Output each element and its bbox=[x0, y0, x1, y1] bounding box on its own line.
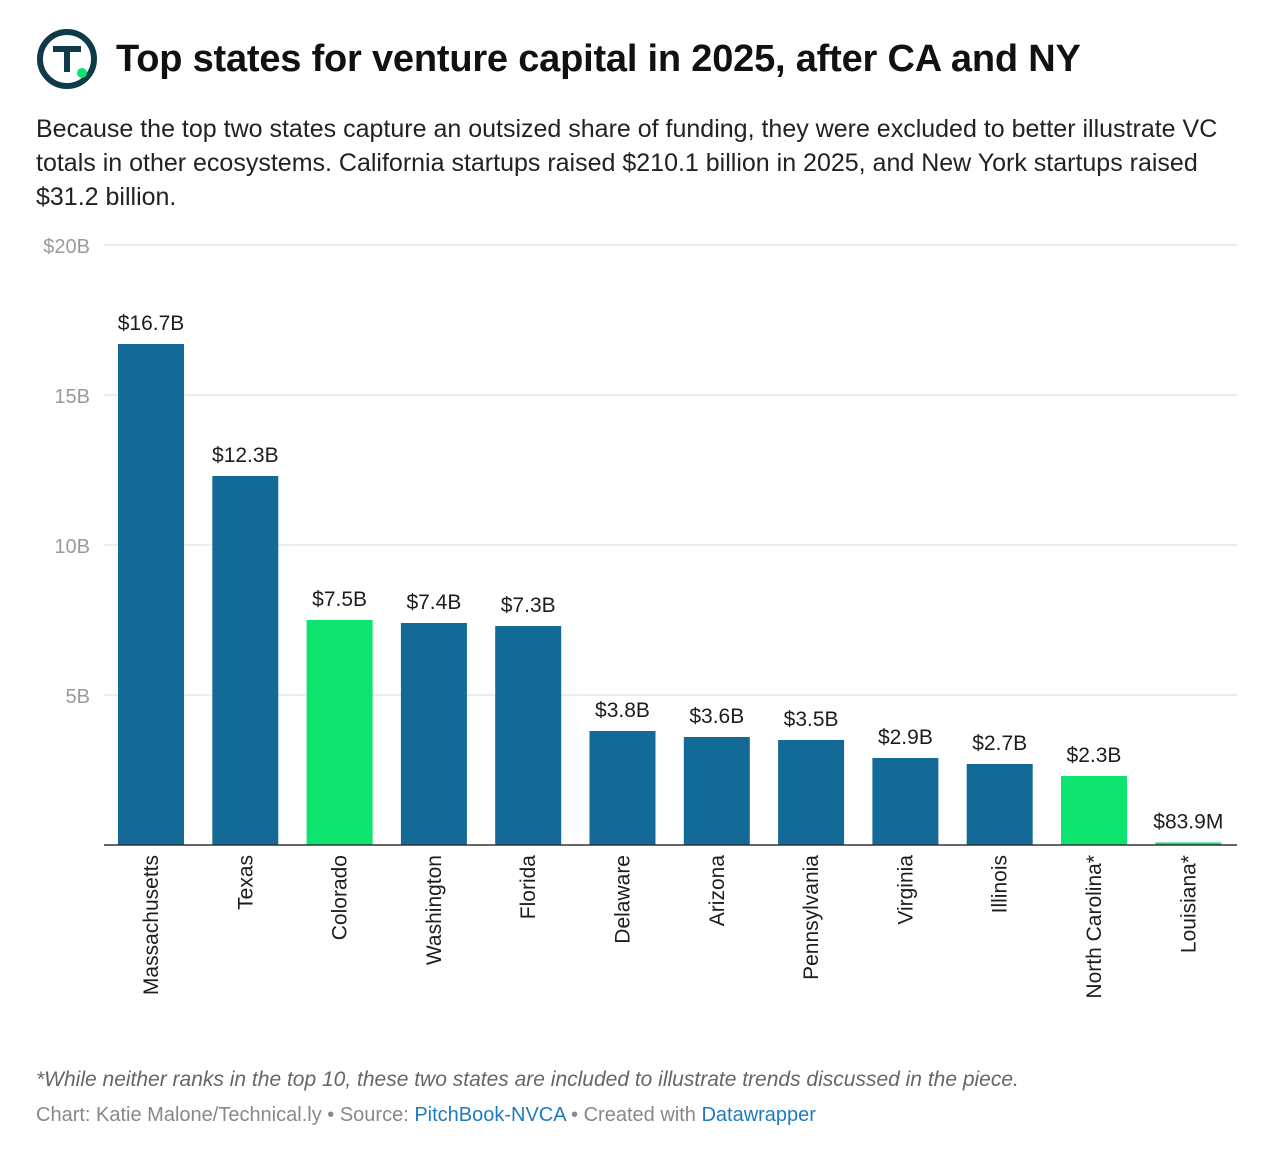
bar-texas bbox=[212, 476, 279, 845]
bar-value-label: $2.9B bbox=[878, 726, 933, 749]
data-labels: $16.7B $12.3B $7.5B $7.4B $7.3B $3.8B $3.6B $3.… bbox=[118, 312, 1224, 833]
bars bbox=[118, 344, 1222, 845]
datawrapper-link[interactable]: Datawrapper bbox=[701, 1104, 816, 1126]
separator: • bbox=[321, 1104, 340, 1126]
chart-header: Top states for venture capital in 2025, … bbox=[36, 28, 1081, 90]
x-tick-label: Arizona bbox=[706, 855, 729, 927]
bar-virginia bbox=[872, 758, 939, 845]
y-tick-label: 15B bbox=[54, 386, 90, 408]
separator: • bbox=[565, 1104, 584, 1126]
bar-value-label: $3.5B bbox=[784, 708, 839, 731]
x-tick-label: Massachusetts bbox=[140, 855, 163, 995]
bar-value-label: $83.9M bbox=[1153, 810, 1223, 833]
gridlines bbox=[104, 244, 1237, 696]
bar-massachusetts bbox=[118, 344, 184, 845]
bar-washington bbox=[400, 623, 467, 845]
chart-description: Because the top two states capture an ou… bbox=[36, 115, 1218, 211]
x-tick-label: North Carolina* bbox=[1083, 855, 1106, 999]
chart-credit: Chart: Katie Malone/Technical.ly bbox=[36, 1104, 322, 1126]
bar-illinois bbox=[966, 764, 1033, 845]
chart-title: Top states for venture capital in 2025, … bbox=[116, 37, 1081, 80]
x-tick-label: Colorado bbox=[329, 855, 352, 940]
bar-north-carolina bbox=[1061, 776, 1127, 845]
bar-pennsylvania bbox=[778, 740, 845, 845]
bar-value-label: $2.7B bbox=[972, 732, 1027, 755]
bar-value-label: $2.3B bbox=[1067, 744, 1122, 767]
bar-value-label: $3.6B bbox=[689, 705, 744, 728]
technically-logo-icon bbox=[37, 29, 97, 89]
bar-louisiana bbox=[1155, 842, 1222, 845]
bar-value-label: $16.7B bbox=[118, 312, 185, 335]
bar-value-label: $7.3B bbox=[501, 594, 556, 617]
x-tick-label: Louisiana* bbox=[1177, 855, 1200, 953]
y-tick-label: $20B bbox=[43, 236, 90, 258]
bar-chart: $20B 15B 10B 5B $16.7B $12.3B $7.5B $7.4B $7.3B… bbox=[43, 236, 1237, 999]
source-prefix: Source: bbox=[339, 1104, 415, 1126]
created-prefix: Created with bbox=[583, 1104, 702, 1126]
y-axis-ticks: $20B 15B 10B 5B bbox=[43, 236, 90, 708]
source-link[interactable]: PitchBook-NVCA bbox=[414, 1104, 566, 1126]
x-axis-ticks: Massachusetts Texas Colorado Washington Flor… bbox=[140, 855, 1200, 999]
x-tick-label: Pennsylvania bbox=[800, 855, 823, 980]
y-tick-label: 10B bbox=[54, 536, 90, 558]
x-tick-label: Washington bbox=[423, 855, 446, 965]
x-tick-label: Delaware bbox=[612, 855, 635, 944]
bar-colorado bbox=[306, 620, 373, 845]
bar-florida bbox=[495, 626, 562, 845]
x-tick-label: Texas bbox=[234, 855, 257, 910]
x-tick-label: Florida bbox=[517, 855, 540, 920]
bar-value-label: $7.4B bbox=[406, 591, 461, 614]
y-tick-label: 5B bbox=[66, 686, 90, 708]
bar-value-label: $7.5B bbox=[312, 588, 367, 611]
x-tick-label: Illinois bbox=[989, 855, 1012, 913]
bar-delaware bbox=[589, 731, 656, 845]
bar-arizona bbox=[683, 737, 750, 845]
credits: Chart: Katie Malone/Technical.ly • Sourc… bbox=[36, 1104, 816, 1127]
bar-value-label: $12.3B bbox=[212, 444, 279, 467]
x-tick-label: Virginia bbox=[894, 855, 917, 925]
footnote: *While neither ranks in the top 10, thes… bbox=[36, 1068, 1019, 1091]
bar-value-label: $3.8B bbox=[595, 699, 650, 722]
